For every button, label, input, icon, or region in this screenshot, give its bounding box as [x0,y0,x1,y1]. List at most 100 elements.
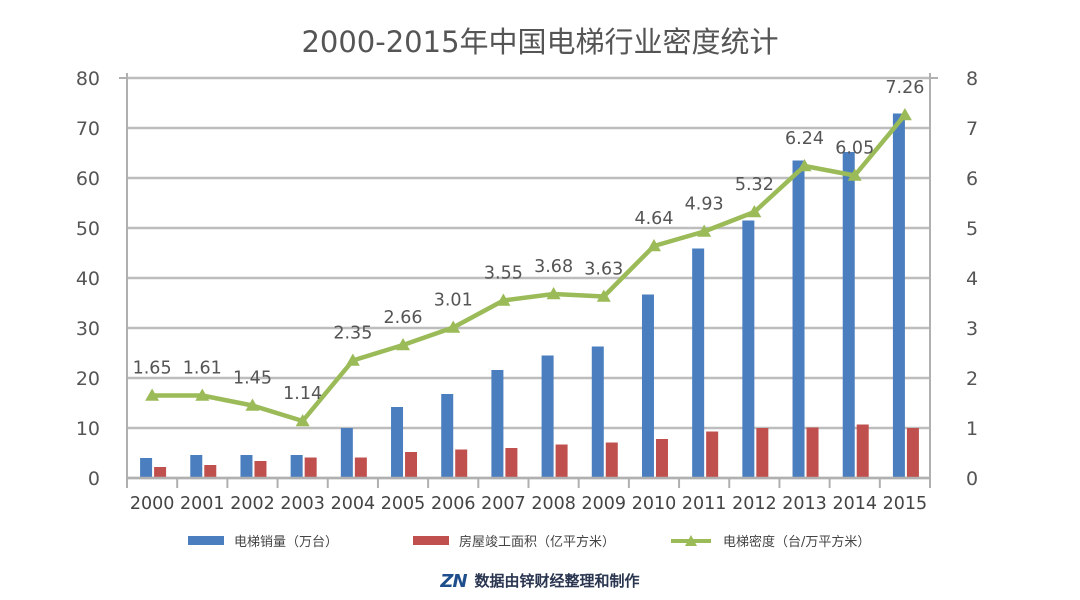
line-data-label: 3.63 [584,260,623,280]
line-point-marker [295,414,310,427]
line-point-marker [496,293,511,306]
line-data-label: 2.66 [384,308,423,328]
bar-completed-area [655,439,668,478]
bar-completed-area [254,461,267,478]
line-data-label: 1.61 [183,359,222,379]
legend-label: 房屋竣工面积（亿平方米） [459,534,615,550]
legend-swatch [188,536,224,545]
line-data-label: 3.55 [484,264,523,284]
bar-completed-area [706,431,719,478]
x-axis-tick-label: 2008 [531,494,576,514]
bar-completed-area [906,428,919,478]
left-axis-tick-label: 60 [76,168,100,190]
right-axis-tick-label: 7 [966,118,978,140]
x-axis-tick-label: 2003 [280,494,325,514]
bar-completed-area [505,448,518,478]
line-data-label: 1.45 [233,369,272,389]
bar-completed-area [204,465,217,478]
bar-elevator-sales [290,455,303,478]
line-point-marker [195,388,210,401]
line-point-marker [396,338,411,351]
x-axis-tick-label: 2005 [381,494,426,514]
bar-completed-area [756,428,769,478]
left-axis-tick-label: 50 [76,218,100,240]
bar-completed-area [354,457,367,478]
x-axis-tick-label: 2014 [832,494,877,514]
bar-elevator-sales [692,248,705,478]
legend-swatch [413,536,449,545]
line-point-marker [546,287,561,300]
bar-completed-area [806,427,819,478]
line-data-label: 4.93 [685,195,724,215]
line-data-label: 2.35 [333,324,372,344]
line-point-marker [847,168,862,181]
line-point-marker [797,159,812,172]
x-axis-tick-label: 2006 [431,494,476,514]
bar-elevator-sales [641,294,654,478]
bar-elevator-sales [792,160,805,478]
bar-completed-area [154,467,167,478]
bar-elevator-sales [441,394,454,478]
x-axis-tick-label: 2009 [582,494,627,514]
bar-elevator-sales [742,220,755,478]
line-data-label: 3.01 [434,291,473,311]
bar-elevator-sales [541,355,554,478]
bar-elevator-sales [240,455,253,478]
credit-footer: ZN 数据由锌财经整理和制作 [0,570,1080,592]
bar-completed-area [405,452,418,478]
bar-elevator-sales [190,455,203,478]
bar-completed-area [304,457,317,478]
line-point-marker [245,398,260,411]
x-axis-tick-label: 2007 [481,494,526,514]
line-point-marker [596,289,611,302]
credit-text: 数据由锌财经整理和制作 [474,572,640,590]
left-axis-tick-label: 30 [76,318,100,340]
left-axis-tick-label: 0 [88,468,100,490]
line-data-label: 7.26 [885,78,924,98]
left-axis-tick-label: 80 [76,68,100,90]
right-axis-tick-label: 0 [966,468,978,490]
line-data-label: 1.14 [283,384,322,404]
line-data-label: 5.32 [735,175,774,195]
left-axis-tick-label: 70 [76,118,100,140]
line-point-marker [646,239,661,252]
line-data-label: 1.65 [133,359,172,379]
bar-completed-area [605,442,618,478]
right-axis-tick-label: 1 [966,418,978,440]
x-axis-tick-label: 2011 [682,494,727,514]
x-axis-tick-label: 2013 [782,494,827,514]
x-axis-tick-label: 2012 [732,494,777,514]
bar-elevator-sales [140,458,153,478]
right-axis-tick-label: 4 [966,268,978,290]
bar-completed-area [856,424,869,478]
bar-completed-area [455,449,468,478]
legend-marker-icon [685,535,697,546]
chart-title: 2000-2015年中国电梯行业密度统计 [301,25,778,59]
bar-elevator-sales [591,346,604,478]
left-axis-tick-label: 40 [76,268,100,290]
bar-elevator-sales [340,428,353,478]
series-line-elevator-density [152,113,907,424]
bar-elevator-sales [491,370,504,478]
zn-logo-icon: ZN [440,571,467,592]
line-point-marker [897,108,912,121]
x-axis-tick-label: 2004 [331,494,376,514]
line-point-marker [345,353,360,366]
x-axis-tick-label: 2015 [883,494,928,514]
right-axis-tick-label: 8 [966,68,978,90]
bar-elevator-sales [391,407,404,478]
bar-elevator-sales [892,113,905,478]
line-point-marker [446,320,461,333]
line-data-label: 6.24 [785,129,824,149]
x-axis-tick-label: 2000 [130,494,175,514]
x-axis-tick-label: 2001 [180,494,225,514]
right-axis-tick-label: 6 [966,168,978,190]
x-axis-tick-label: 2002 [230,494,275,514]
right-axis-tick-label: 5 [966,218,978,240]
x-axis-tick-label: 2010 [632,494,677,514]
bar-completed-area [555,444,568,478]
legend-label: 电梯密度（台/万平方米） [723,534,870,550]
legend-label: 电梯销量（万台） [234,535,338,550]
left-axis-tick-label: 10 [76,418,100,440]
